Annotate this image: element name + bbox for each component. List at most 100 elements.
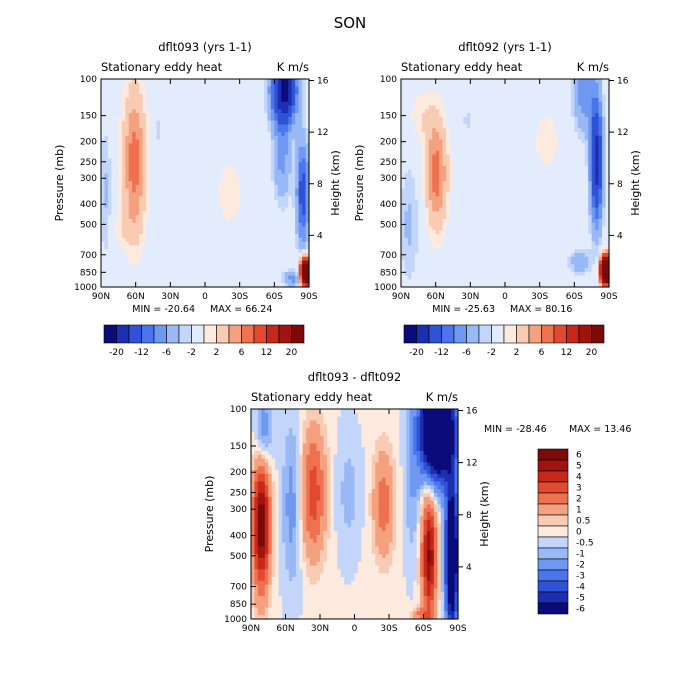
- field-cell: [246, 181, 251, 186]
- field-cell: [111, 143, 116, 148]
- field-cell: [288, 120, 293, 125]
- field-cell: [260, 143, 265, 148]
- field-cell: [246, 173, 251, 178]
- field-cell: [121, 245, 126, 250]
- field-cell: [211, 237, 216, 243]
- field-cell: [473, 116, 478, 122]
- field-cell: [156, 249, 161, 254]
- field-cell: [135, 139, 140, 144]
- field-cell: [139, 128, 144, 133]
- field-cell: [288, 218, 293, 224]
- field-cell: [274, 256, 279, 262]
- field-cell: [194, 283, 199, 288]
- field-cell: [494, 86, 499, 91]
- field-cell: [605, 120, 610, 125]
- field-cell: [159, 260, 164, 265]
- field-cell: [250, 147, 255, 152]
- field-cell: [442, 158, 447, 163]
- field-cell: [107, 105, 112, 110]
- field-cell: [515, 109, 520, 114]
- field-cell: [567, 97, 572, 103]
- field-cell: [187, 101, 192, 107]
- field-cell: [439, 101, 444, 107]
- field-cell: [567, 90, 572, 95]
- field-cell: [505, 128, 510, 133]
- field-cell: [414, 116, 419, 122]
- field-cell: [581, 150, 586, 156]
- field-cell: [274, 222, 279, 228]
- field-cell: [515, 173, 520, 178]
- field-cell: [125, 109, 130, 114]
- field-cell: [201, 234, 206, 239]
- field-cell: [201, 162, 206, 167]
- field-cell: [291, 211, 296, 216]
- field-cell: [525, 90, 530, 95]
- field-cell: [153, 234, 158, 239]
- field-cell: [187, 188, 192, 194]
- field-cell: [477, 101, 482, 107]
- field-cell: [498, 150, 503, 156]
- field-cell: [198, 147, 203, 152]
- field-cell: [484, 162, 489, 167]
- field-cell: [222, 252, 227, 258]
- field-cell: [187, 249, 192, 254]
- field-cell: [602, 162, 607, 167]
- field-cell: [539, 158, 544, 163]
- field-cell: [605, 109, 610, 114]
- field-cell: [128, 260, 133, 265]
- field-cell: [546, 86, 551, 91]
- field-cell: [208, 215, 213, 220]
- field-cell: [114, 131, 119, 137]
- field-cell: [232, 283, 237, 288]
- field-cell: [166, 222, 171, 228]
- field-cell: [194, 169, 199, 175]
- field-cell: [505, 177, 510, 182]
- field-cell: [518, 154, 523, 160]
- field-cell: [156, 218, 161, 224]
- field-cell: [107, 154, 112, 160]
- field-cell: [588, 162, 593, 167]
- field-cell: [246, 147, 251, 152]
- field-cell: [515, 147, 520, 152]
- field-cell: [515, 165, 520, 171]
- field-cell: [267, 90, 272, 95]
- field-cell: [302, 234, 307, 239]
- field-cell: [232, 222, 237, 228]
- field-cell: [118, 203, 123, 209]
- field-cell: [456, 97, 461, 103]
- field-cell: [187, 226, 192, 231]
- field-cell: [243, 105, 248, 110]
- field-cell: [511, 173, 516, 178]
- field-cell: [173, 154, 178, 160]
- field-cell: [184, 101, 189, 107]
- field-cell: [459, 97, 464, 103]
- field-cell: [180, 79, 185, 84]
- field-cell: [463, 90, 468, 95]
- field-cell: [546, 131, 551, 137]
- field-cell: [246, 271, 251, 277]
- field-cell: [284, 97, 289, 103]
- field-cell: [515, 143, 520, 148]
- field-cell: [484, 113, 489, 118]
- field-cell: [208, 169, 213, 175]
- field-cell: [270, 184, 275, 190]
- field-cell: [480, 165, 485, 171]
- field-cell: [563, 120, 568, 125]
- field-cell: [442, 150, 447, 156]
- field-cell: [239, 192, 244, 197]
- field-cell: [232, 177, 237, 182]
- field-cell: [225, 252, 230, 258]
- field-cell: [584, 109, 589, 114]
- field-cell: [257, 241, 262, 246]
- field-cell: [295, 101, 300, 107]
- field-cell: [142, 139, 147, 144]
- field-cell: [260, 177, 265, 182]
- field-cell: [201, 200, 206, 205]
- field-cell: [201, 211, 206, 216]
- field-cell: [153, 128, 158, 133]
- field-cell: [529, 147, 534, 152]
- field-cell: [239, 181, 244, 186]
- field-cell: [305, 90, 310, 95]
- field-cell: [246, 105, 251, 110]
- field-cell: [553, 165, 558, 171]
